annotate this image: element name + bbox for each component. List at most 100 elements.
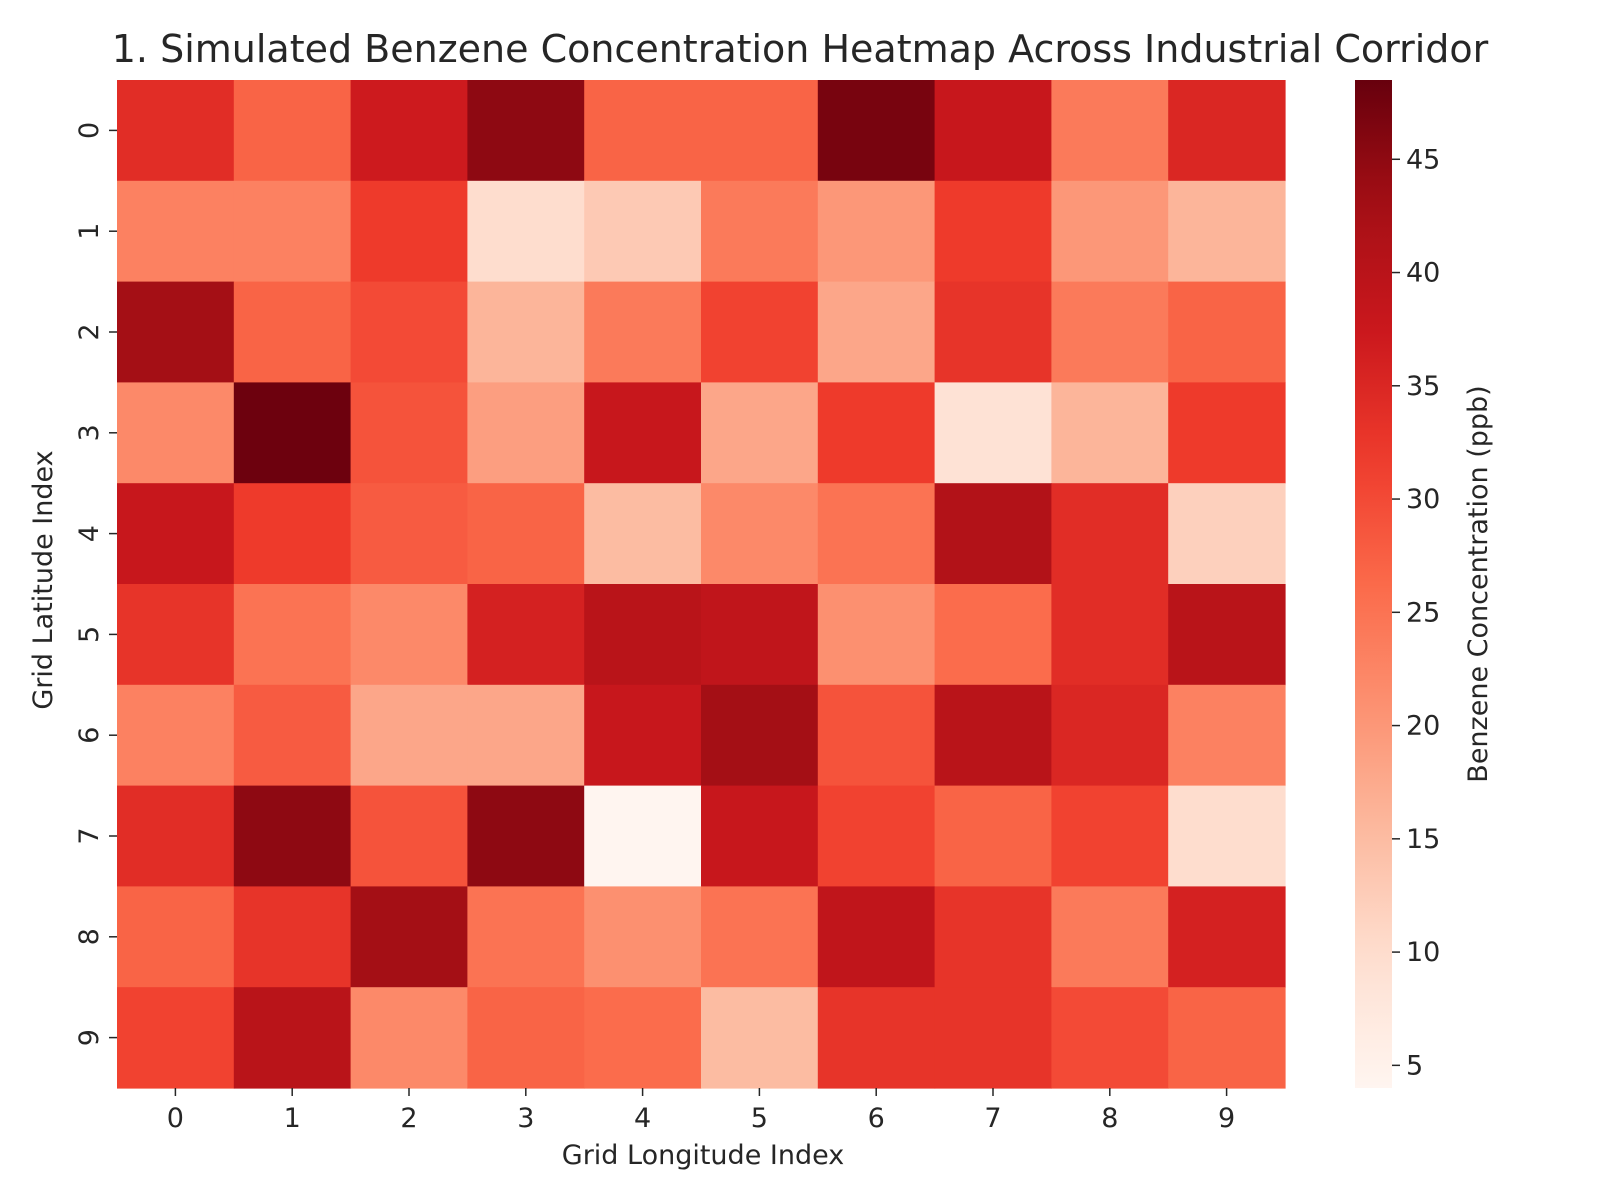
y-tick-label: 7 (74, 827, 105, 844)
heatmap-cell (1168, 281, 1286, 383)
heatmap-cell (1051, 180, 1169, 283)
heatmap-cell (467, 684, 585, 787)
heatmap-cell (701, 483, 819, 585)
heatmap-cell (584, 483, 702, 585)
y-tick-label: 0 (74, 122, 105, 139)
heatmap-cell (117, 684, 235, 787)
heatmap-cell (350, 584, 468, 686)
heatmap-cell (1168, 785, 1286, 887)
heatmap-cell (350, 382, 468, 484)
colorbar-ticks: 5 10 15 20 25 30 35 40 45 (1392, 144, 1440, 1081)
heatmap-cell (817, 785, 936, 887)
heatmap-cell (817, 382, 936, 484)
heatmap-cell (934, 785, 1052, 887)
x-tick-label: 7 (984, 1103, 1001, 1134)
heatmap-cell (701, 785, 819, 887)
y-tick-label: 3 (74, 424, 105, 441)
heatmap-cell (701, 987, 819, 1089)
heatmap-cell (117, 180, 235, 283)
heatmap-cell (467, 785, 585, 887)
heatmap-cell (233, 483, 352, 585)
colorbar (1355, 80, 1392, 1088)
heatmap-cell (934, 382, 1052, 484)
heatmap-cell (117, 483, 235, 585)
colorbar-tick-label: 10 (1406, 937, 1440, 968)
heatmap-cell (350, 987, 468, 1089)
heatmap-cell (817, 584, 936, 686)
heatmap-cell (1051, 987, 1169, 1089)
heatmap-cell (350, 80, 468, 182)
heatmap-cell (350, 684, 468, 787)
heatmap-cell (1051, 80, 1169, 182)
heatmap-cell (233, 382, 352, 484)
heatmap-cell (584, 80, 702, 182)
x-tick-label: 6 (868, 1103, 885, 1134)
heatmap-cell (350, 180, 468, 283)
heatmap-cell (117, 80, 235, 182)
heatmap-cell (1051, 886, 1169, 988)
heatmap-cell (934, 80, 1052, 182)
y-tick-label: 9 (74, 1029, 105, 1046)
y-tick-label: 1 (74, 223, 105, 240)
heatmap-cell (701, 80, 819, 182)
x-tick-label: 3 (517, 1103, 534, 1134)
colorbar-tick-label: 5 (1406, 1050, 1423, 1081)
x-tick-label: 5 (751, 1103, 768, 1134)
heatmap-cell (467, 483, 585, 585)
heatmap-grid (117, 80, 1286, 1089)
heatmap-cell (701, 180, 819, 283)
heatmap-cell (467, 584, 585, 686)
colorbar-tick-label: 30 (1406, 484, 1440, 515)
heatmap-cell (233, 684, 352, 787)
heatmap-cell (1168, 180, 1286, 283)
x-tick-label: 0 (167, 1103, 184, 1134)
colorbar-label: Benzene Concentration (ppb) (1463, 385, 1494, 782)
heatmap-cell (233, 886, 352, 988)
x-tick-label: 1 (284, 1103, 301, 1134)
heatmap-cell (467, 281, 585, 383)
heatmap-cell (233, 80, 352, 182)
heatmap-cell (817, 886, 936, 988)
y-tick-label: 8 (74, 928, 105, 945)
heatmap-cell (934, 281, 1052, 383)
heatmap-cell (584, 281, 702, 383)
heatmap-cell (817, 281, 936, 383)
heatmap-cell (350, 785, 468, 887)
colorbar-tick-label: 25 (1406, 597, 1440, 628)
heatmap-cell (701, 281, 819, 383)
heatmap-cell (584, 684, 702, 787)
heatmap-cell (584, 886, 702, 988)
heatmap-cell (117, 886, 235, 988)
heatmap-cell (1051, 584, 1169, 686)
y-axis-ticks: 0 1 2 3 4 5 6 7 8 9 (74, 122, 117, 1046)
heatmap-cell (1168, 483, 1286, 585)
x-axis-label: Grid Longitude Index (562, 1140, 844, 1171)
heatmap-cell (1168, 987, 1286, 1089)
heatmap-cell (117, 382, 235, 484)
heatmap-cell (467, 987, 585, 1089)
heatmap-cell (701, 382, 819, 484)
heatmap-cell (1168, 886, 1286, 988)
y-tick-label: 2 (74, 323, 105, 340)
colorbar-tick-label: 45 (1406, 144, 1440, 175)
colorbar-tick-label: 15 (1406, 824, 1440, 855)
heatmap-cell (817, 987, 936, 1089)
heatmap-cell (1168, 382, 1286, 484)
y-tick-label: 5 (74, 626, 105, 643)
x-tick-label: 4 (634, 1103, 651, 1134)
heatmap-cell (1051, 785, 1169, 887)
heatmap-cell (117, 785, 235, 887)
heatmap-cell (117, 584, 235, 686)
heatmap-cell (1051, 684, 1169, 787)
heatmap-cell (934, 180, 1052, 283)
heatmap-cell (934, 987, 1052, 1089)
heatmap-cell (233, 281, 352, 383)
heatmap-cell (350, 886, 468, 988)
heatmap-cell (1051, 382, 1169, 484)
x-axis-ticks: 0 1 2 3 4 5 6 7 8 9 (167, 1088, 1235, 1134)
colorbar-tick-label: 40 (1406, 258, 1440, 289)
heatmap-cell (233, 584, 352, 686)
heatmap-cell (1168, 80, 1286, 182)
heatmap-cell (934, 584, 1052, 686)
